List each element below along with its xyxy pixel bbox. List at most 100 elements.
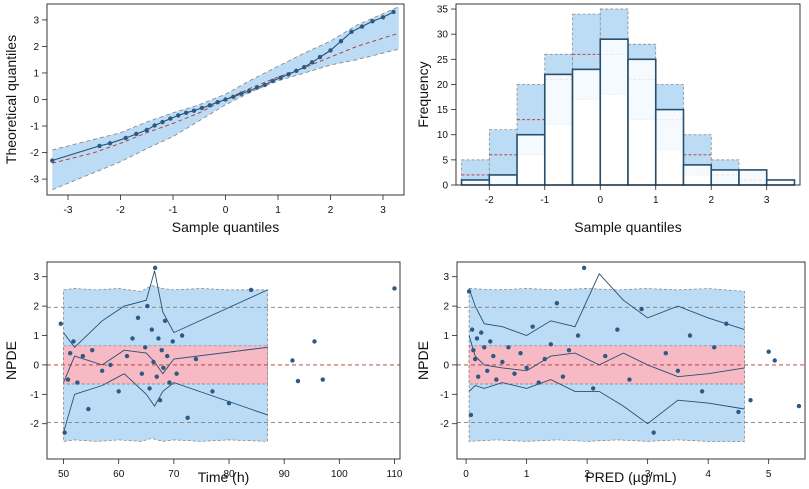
npde-time-data-point [156,336,161,341]
npde-time-y-axis-label: NPDE [3,341,19,380]
npde-pred-y-tick-label: -2 [440,419,449,430]
histogram-y-axis-label: Frequency [415,61,431,127]
npde-time-data-point [135,315,141,321]
npde-time-observed-p5-line [63,373,268,433]
qq-data-point [191,108,197,113]
qq-y-tick-label: 0 [33,95,39,106]
npde-time-data-point [80,353,86,359]
npde-pred-y-axis-label: NPDE [415,341,431,380]
qq-data-point [207,103,212,108]
npde-time-data-point [124,353,130,359]
npde-pred-data-point [554,300,560,306]
qq-x-tick-label: 2 [328,205,334,216]
npde-pred-data-point [542,356,547,362]
qq-data-point [302,64,307,70]
qq-x-tick-label: -3 [64,205,73,216]
npde-vs-pred-panel: 0 1 2 3 4 5 -2 -1 0 1 2 3 PRED (µg/mL) NPDE [415,261,806,485]
qq-band-lower-line [52,48,399,191]
npde-pred-data-point [651,430,656,435]
qq-data-point [107,141,113,146]
npde-time-observed-median-line [63,346,268,383]
npde-time-data-point [142,345,148,350]
npde-time-data-point [162,318,168,324]
npde-pred-observed-p5-line [468,379,745,425]
npde-time-data-point [157,397,163,403]
histogram-bar [710,169,740,186]
npde-pred-x-tick-label: 5 [766,469,772,480]
qq-y-tick-label: 2 [33,42,39,53]
npde-pred-data-point [491,353,496,359]
npde-time-data-point [99,368,105,373]
npde-time-data-point [58,321,63,326]
npde-pred-data-point [474,336,480,341]
qq-data-point [391,9,396,15]
npde-time-y-tick-label: 2 [33,302,39,313]
npde-pred-x-tick-label: 2 [584,469,590,480]
npde-time-data-point [248,287,254,293]
npde-pred-data-point [766,349,771,354]
npde-pred-data-point [590,386,596,391]
histogram-bar [765,179,796,186]
npde-pred-data-point [615,327,620,332]
npde-time-data-point [185,415,190,421]
npde-time-data-point [86,406,91,412]
histogram-y-tick-label: 5 [442,155,448,166]
npde-time-data-point [193,356,199,362]
npde-time-data-point [295,378,301,384]
qq-data-point [134,131,139,137]
qq-data-point [239,91,244,96]
histogram-y-tick-label: 15 [437,105,449,116]
qq-data-point [380,15,386,20]
qq-y-tick-label: 3 [33,15,39,26]
npde-pred-data-point [485,368,490,373]
npde-pred-y-tick-label: 2 [443,302,449,313]
npde-pred-data-point [479,330,484,335]
npde-time-data-point [170,339,175,344]
npde-vs-time-panel: 50 60 70 80 90 100 110 -2 -1 0 1 2 3 Time (h) NPDE [3,261,403,485]
npde-time-data-point [130,336,135,341]
npde-time-data-point [116,389,121,394]
npde-pred-data-point [548,342,554,347]
qq-x-tick-label: -1 [169,205,178,216]
npde-time-x-tick-label: 110 [387,469,403,480]
qq-data-point [168,116,173,121]
npde-time-x-axis-label: Time (h) [198,469,250,485]
qq-data-point [223,97,228,102]
npde-time-data-point [90,348,95,353]
histogram-x-tick-label: 1 [653,195,659,206]
npde-pred-data-point [512,371,517,376]
histogram-bar [738,169,768,186]
npde-time-data-point [151,359,156,365]
qq-x-tick-label: -2 [116,205,125,216]
npde-time-data-point [108,362,113,368]
qq-data-point [254,85,260,90]
npde-pred-y-tick-label: 3 [443,272,449,283]
npde-time-x-tick-label: 100 [331,469,348,480]
npde-time-data-point [167,380,172,385]
qq-data-point [50,158,55,163]
npde-pred-data-point [494,377,499,382]
npde-pred-data-point [796,403,802,409]
npde-time-data-point [320,377,325,382]
npde-time-data-point [71,339,76,344]
npde-time-y-tick-label: 1 [33,331,39,342]
npde-pred-data-point [469,327,475,332]
histogram-x-axis-label: Sample quantiles [574,219,681,235]
npde-pred-data-point [518,350,523,356]
npde-pred-observed-p95-line [468,272,745,336]
npde-pred-data-point [472,356,478,362]
histogram-bar [543,73,574,186]
histogram-bar [571,68,602,186]
qq-y-tick-label: -2 [30,148,39,159]
npde-time-data-point [145,303,150,309]
npde-pred-data-point [772,358,777,363]
npde-pred-data-point [724,321,729,326]
npde-pred-x-tick-label: 0 [463,469,469,480]
histogram-x-tick-label: 2 [708,195,714,206]
npde-pred-observed-median-line [468,335,745,378]
histogram-y-tick-label: 10 [437,130,449,141]
qq-data-point [349,29,354,35]
qq-data-point [97,143,102,149]
qq-data-point [246,88,252,94]
